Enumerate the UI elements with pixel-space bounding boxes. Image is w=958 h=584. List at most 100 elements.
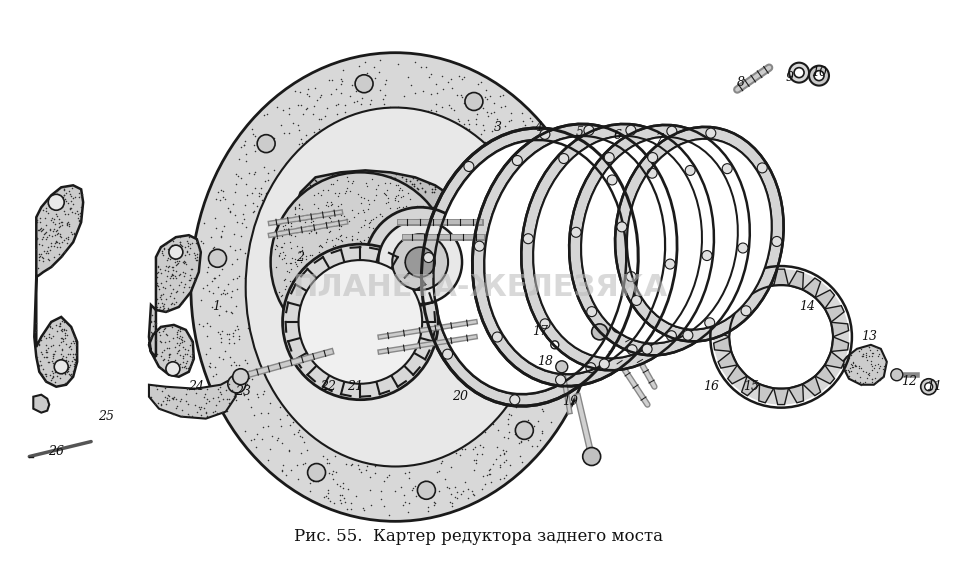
Point [328, 281, 343, 290]
Point [433, 276, 448, 286]
Point [458, 425, 473, 434]
Point [314, 347, 330, 356]
Point [334, 204, 350, 214]
Point [170, 286, 185, 296]
Point [389, 225, 404, 234]
Point [390, 215, 405, 225]
Point [207, 406, 222, 415]
Point [331, 225, 347, 235]
Point [383, 152, 399, 161]
Point [56, 335, 71, 344]
Circle shape [308, 464, 326, 481]
Point [348, 172, 363, 182]
Point [875, 353, 890, 363]
Point [855, 378, 871, 387]
Point [535, 253, 550, 262]
Point [470, 430, 486, 439]
Point [461, 332, 476, 342]
Point [333, 182, 349, 191]
Point [371, 180, 386, 190]
Point [404, 216, 420, 225]
Point [269, 233, 285, 242]
Point [404, 213, 420, 223]
Point [194, 236, 209, 245]
Point [256, 359, 271, 368]
Point [327, 217, 342, 226]
Point [468, 411, 484, 420]
Point [45, 231, 60, 241]
Point [282, 259, 297, 268]
Point [396, 185, 411, 194]
Point [174, 335, 190, 345]
Point [332, 262, 348, 271]
Point [537, 163, 553, 172]
Point [251, 296, 266, 305]
Point [33, 218, 48, 227]
Point [354, 180, 369, 190]
Point [403, 183, 419, 192]
Point [57, 186, 72, 195]
Point [385, 208, 400, 217]
Point [374, 315, 389, 325]
Point [319, 124, 334, 134]
Point [282, 446, 297, 456]
Point [502, 274, 517, 283]
Point [400, 384, 416, 394]
Point [376, 267, 392, 276]
Point [408, 228, 423, 238]
Point [443, 448, 458, 457]
Polygon shape [831, 322, 849, 337]
Point [475, 104, 490, 113]
Point [291, 126, 307, 135]
Point [333, 234, 349, 243]
Point [314, 284, 330, 293]
Point [397, 379, 412, 388]
Point [43, 239, 58, 248]
Point [283, 222, 298, 231]
Point [451, 224, 467, 234]
Point [535, 426, 550, 436]
Point [293, 269, 308, 279]
Point [391, 196, 406, 206]
Point [868, 378, 883, 387]
Point [46, 331, 61, 340]
Point [398, 311, 413, 320]
Point [368, 185, 383, 194]
Point [353, 291, 368, 301]
Point [445, 499, 460, 508]
Point [387, 486, 402, 495]
Point [196, 218, 212, 228]
Point [389, 180, 404, 190]
Point [215, 226, 230, 235]
Point [230, 254, 245, 263]
Point [413, 269, 428, 279]
Point [559, 249, 575, 259]
Point [435, 71, 450, 81]
Point [476, 409, 491, 418]
Point [274, 236, 289, 245]
Point [327, 241, 342, 250]
Point [453, 239, 468, 248]
Point [307, 127, 322, 137]
Point [422, 486, 438, 495]
Point [238, 150, 253, 159]
Point [297, 217, 312, 226]
Point [496, 449, 512, 458]
Point [157, 383, 172, 392]
Point [393, 311, 408, 321]
Point [225, 286, 240, 296]
Point [270, 435, 285, 444]
Circle shape [642, 344, 652, 354]
Point [403, 80, 419, 89]
Point [256, 389, 271, 398]
Point [353, 272, 368, 281]
Point [445, 84, 460, 93]
Point [474, 450, 490, 459]
Point [399, 234, 414, 243]
Point [285, 276, 300, 286]
Point [467, 197, 482, 207]
Point [475, 472, 490, 481]
Point [428, 106, 444, 116]
Point [206, 243, 221, 252]
Point [377, 340, 393, 350]
